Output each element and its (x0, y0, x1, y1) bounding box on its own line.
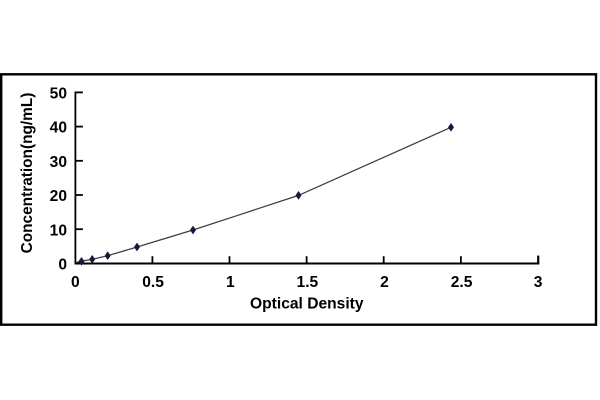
svg-text:30: 30 (50, 154, 68, 171)
svg-text:3: 3 (534, 274, 543, 291)
svg-text:0: 0 (71, 274, 80, 291)
svg-text:10: 10 (50, 222, 68, 239)
svg-text:Optical Density: Optical Density (250, 296, 364, 313)
svg-text:50: 50 (50, 86, 68, 103)
svg-text:Concentration(ng/mL): Concentration(ng/mL) (19, 93, 36, 254)
svg-text:2.5: 2.5 (451, 274, 473, 291)
svg-text:2: 2 (380, 274, 389, 291)
svg-text:1.5: 1.5 (297, 274, 319, 291)
svg-text:0.5: 0.5 (142, 274, 164, 291)
svg-text:20: 20 (50, 188, 68, 205)
svg-text:1: 1 (226, 274, 235, 291)
svg-text:40: 40 (50, 120, 68, 137)
svg-text:0: 0 (58, 257, 67, 274)
